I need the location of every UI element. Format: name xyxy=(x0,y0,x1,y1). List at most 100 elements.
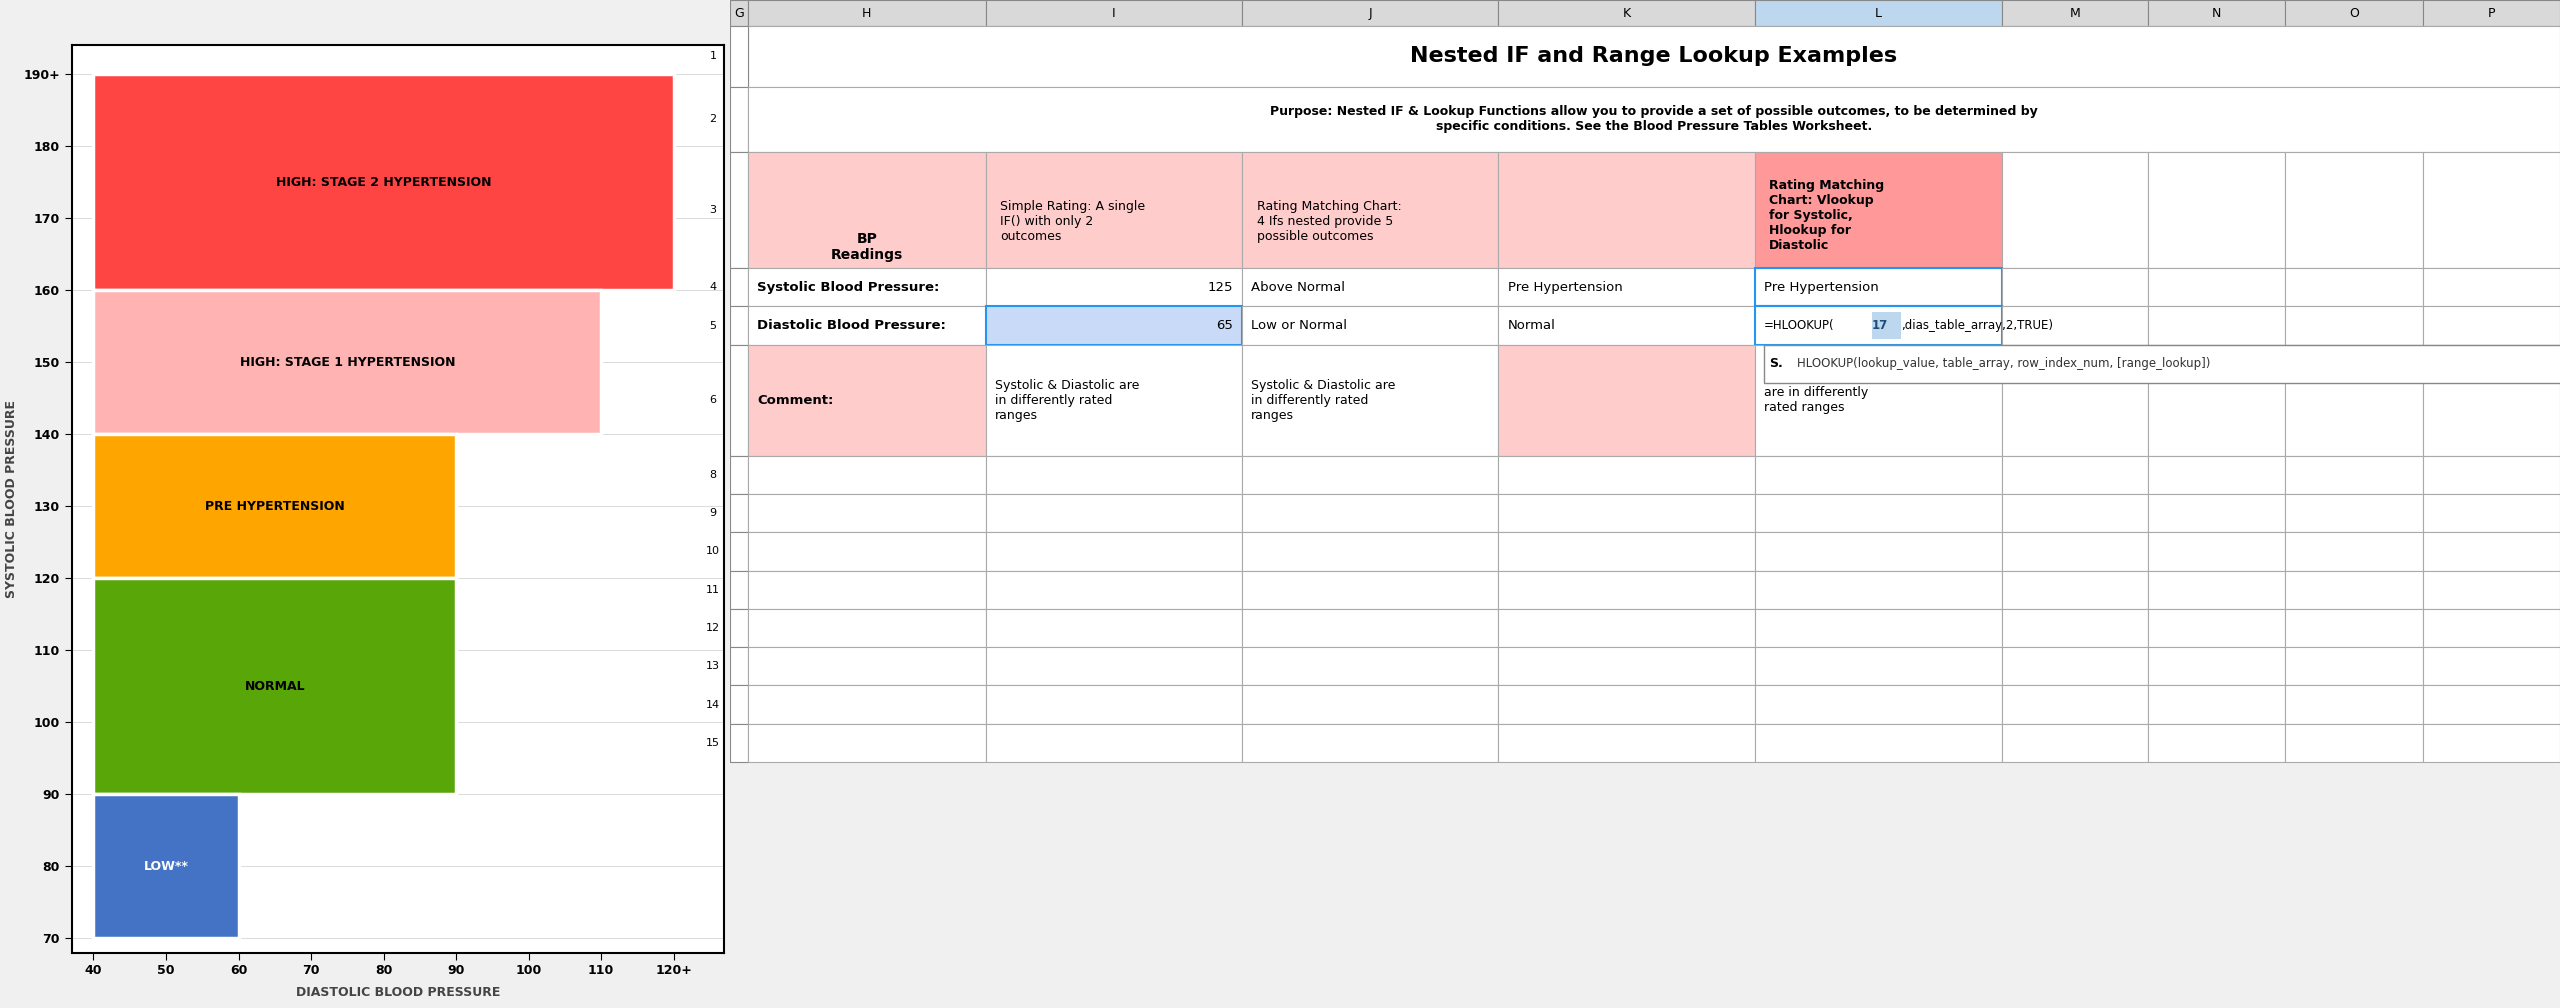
Text: =HLOOKUP(: =HLOOKUP( xyxy=(1764,320,1836,332)
Bar xyxy=(2286,0,2422,26)
Bar xyxy=(730,532,748,571)
Bar xyxy=(2422,647,2560,685)
Bar xyxy=(730,0,748,26)
Bar xyxy=(2002,0,2148,26)
Bar xyxy=(2148,532,2286,571)
Bar xyxy=(986,345,1242,456)
Bar xyxy=(748,494,986,532)
Bar xyxy=(2148,609,2286,647)
Bar xyxy=(2422,685,2560,724)
Bar xyxy=(2422,306,2560,345)
Bar xyxy=(730,26,748,87)
Bar xyxy=(730,268,748,306)
Text: Low or Normal: Low or Normal xyxy=(1252,320,1347,332)
Bar xyxy=(2002,306,2148,345)
Bar xyxy=(986,306,1242,345)
Bar xyxy=(730,345,748,456)
Bar xyxy=(2002,268,2148,306)
Bar xyxy=(748,609,986,647)
Bar xyxy=(2148,0,2286,26)
Bar xyxy=(696,87,730,152)
Text: 1: 1 xyxy=(709,51,717,61)
Bar xyxy=(2422,268,2560,306)
Bar xyxy=(2286,685,2422,724)
Bar xyxy=(2422,571,2560,609)
Text: LOW**: LOW** xyxy=(143,860,189,873)
Text: Normal: Normal xyxy=(1508,320,1556,332)
Bar xyxy=(1498,0,1754,26)
Text: 4: 4 xyxy=(709,282,717,292)
Text: NORMAL: NORMAL xyxy=(243,679,305,692)
Bar xyxy=(730,494,748,532)
Bar xyxy=(2286,456,2422,494)
Bar xyxy=(696,345,730,456)
Text: Nested IF and Range Lookup Examples: Nested IF and Range Lookup Examples xyxy=(1411,46,1897,67)
Bar xyxy=(2286,152,2422,268)
Bar xyxy=(92,579,456,794)
Text: I: I xyxy=(1111,7,1116,19)
Bar xyxy=(2148,571,2286,609)
Text: Rating Matching Chart:
4 Ifs nested provide 5
possible outcomes: Rating Matching Chart: 4 Ifs nested prov… xyxy=(1257,201,1400,243)
Bar xyxy=(730,685,748,724)
Bar xyxy=(1498,609,1754,647)
Bar xyxy=(1498,152,1754,268)
Text: HIGH: STAGE 2 HYPERTENSION: HIGH: STAGE 2 HYPERTENSION xyxy=(276,175,492,188)
Bar xyxy=(2286,571,2422,609)
Bar xyxy=(2422,609,2560,647)
Text: Systolic Blood Pressure:: Systolic Blood Pressure: xyxy=(758,281,940,293)
Text: N: N xyxy=(2212,7,2222,19)
Bar xyxy=(2148,268,2286,306)
Bar xyxy=(748,87,2560,152)
Bar xyxy=(730,647,748,685)
Bar xyxy=(748,532,986,571)
Bar xyxy=(748,26,2560,87)
Bar xyxy=(2422,345,2560,456)
Bar xyxy=(696,456,730,494)
Bar xyxy=(696,152,730,268)
Bar xyxy=(2148,494,2286,532)
Bar xyxy=(986,532,1242,571)
Bar xyxy=(1754,306,2002,345)
Text: O: O xyxy=(2350,7,2358,19)
Bar xyxy=(748,456,986,494)
Text: 17: 17 xyxy=(1871,320,1889,332)
Bar xyxy=(1498,532,1754,571)
Y-axis label: SYSTOLIC BLOOD PRESSURE: SYSTOLIC BLOOD PRESSURE xyxy=(5,400,18,598)
Text: 15: 15 xyxy=(707,738,719,748)
Text: Simple Rating: A single
IF() with only 2
outcomes: Simple Rating: A single IF() with only 2… xyxy=(1001,201,1147,243)
Text: Systolic & Diastolic are
in differently rated
ranges: Systolic & Diastolic are in differently … xyxy=(1252,379,1395,421)
Bar xyxy=(2286,724,2422,762)
Bar xyxy=(2422,0,2560,26)
Text: HLOOKUP(lookup_value, table_array, row_index_num, [range_lookup]): HLOOKUP(lookup_value, table_array, row_i… xyxy=(1797,358,2209,370)
Bar xyxy=(92,75,673,290)
Bar xyxy=(1242,0,1498,26)
Bar xyxy=(2002,456,2148,494)
Text: S.: S. xyxy=(1769,358,1782,370)
Bar xyxy=(730,456,748,494)
Bar xyxy=(2422,152,2560,268)
Text: Comment:: Comment: xyxy=(758,394,835,406)
Bar xyxy=(1754,456,2002,494)
Bar xyxy=(2286,345,2422,456)
Bar xyxy=(1242,456,1498,494)
Text: 14: 14 xyxy=(707,700,719,710)
Bar xyxy=(1498,685,1754,724)
Bar xyxy=(730,306,748,345)
Bar xyxy=(2002,647,2148,685)
Bar xyxy=(2002,609,2148,647)
Bar xyxy=(1764,345,2560,383)
Bar xyxy=(730,571,748,609)
Text: HIGH: STAGE 1 HYPERTENSION: HIGH: STAGE 1 HYPERTENSION xyxy=(241,356,456,369)
Text: 65: 65 xyxy=(1216,320,1234,332)
Text: P: P xyxy=(2488,7,2496,19)
Bar xyxy=(2002,724,2148,762)
Text: 2: 2 xyxy=(709,115,717,124)
Bar xyxy=(986,0,1242,26)
Bar xyxy=(730,87,748,152)
Text: G: G xyxy=(735,7,742,19)
Bar xyxy=(730,609,748,647)
Bar xyxy=(1242,494,1498,532)
Bar xyxy=(696,26,730,87)
Bar xyxy=(1242,685,1498,724)
Bar xyxy=(1498,494,1754,532)
